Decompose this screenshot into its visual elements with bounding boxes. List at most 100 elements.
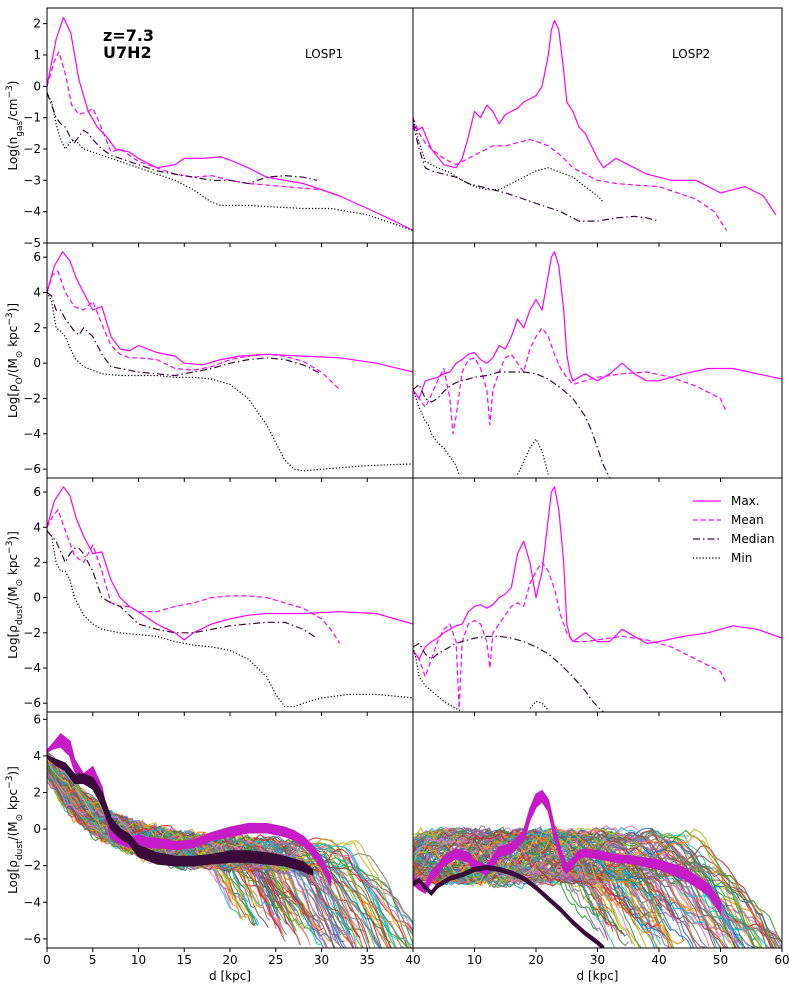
tick-label: 0 [33, 822, 41, 836]
tick-label: 4 [33, 285, 41, 299]
max-series [413, 486, 782, 660]
min-series [47, 530, 413, 708]
min-series [47, 92, 413, 232]
losp2-label: LOSP2 [672, 47, 710, 61]
max-series [47, 16, 413, 232]
panel-p1-series [47, 16, 413, 232]
min-series [413, 117, 605, 203]
tick-label: 6 [33, 485, 41, 499]
max-series [413, 19, 777, 216]
min-series [413, 389, 460, 475]
ensemble-line [413, 827, 599, 904]
y-axis-label: Log[ρdust/(M⊙ kpc−3)] [5, 531, 25, 659]
tick-label: 40 [405, 953, 420, 967]
median-series [47, 530, 318, 639]
tick-label: 20 [222, 953, 237, 967]
redshift-annotation: z=7.3 [103, 26, 154, 45]
y-axis-label: Log(ngas/cm−3) [5, 81, 25, 171]
tick-label: 2 [33, 555, 41, 569]
legend: Max. Mean Median Min [693, 494, 775, 565]
panel-frame [46, 7, 414, 244]
median-series [413, 635, 604, 712]
tick-label: 60 [774, 953, 789, 967]
run-annotation: U7H2 [103, 43, 152, 62]
median-series [413, 371, 611, 478]
panel-p8-series [413, 789, 722, 948]
tick-label: 50 [713, 953, 728, 967]
ensemble-line [413, 830, 707, 948]
tick-label: 25 [268, 953, 283, 967]
y-axis-label: Log[ρO/(M⊙ kpc−3)] [5, 303, 25, 418]
mean-series [413, 327, 728, 435]
mean-series [413, 561, 728, 710]
text-layer: z=7.3 U7H2 LOSP1 LOSP2 −5 −4 −3 −2 −1 0 1 2 Log(… [5, 17, 789, 983]
tick-label: 30 [590, 953, 605, 967]
tick-label: −6 [23, 932, 41, 946]
tick-label: 0 [33, 356, 41, 370]
tick-label: 2 [33, 17, 41, 31]
tick-label: −2 [23, 142, 41, 156]
tick-label: 40 [651, 953, 666, 967]
mean-series [47, 51, 340, 197]
ensemble-line [413, 833, 627, 901]
median-series [47, 92, 318, 185]
tick-label: 2 [33, 785, 41, 799]
ensemble-line [413, 830, 726, 948]
x-axis-label: d [kpc] [577, 969, 619, 983]
tick-label: 5 [89, 953, 97, 967]
tick-label: 10 [467, 953, 482, 967]
tick-label: 4 [33, 520, 41, 534]
max-series [47, 251, 413, 373]
panel-p2-series [413, 19, 777, 231]
mean-band-series [47, 732, 332, 887]
panel-frame [46, 477, 414, 713]
main-plot-layer [47, 16, 782, 948]
tick-label: −6 [23, 462, 41, 476]
panel-frame [412, 477, 783, 713]
median-band-series [413, 864, 605, 948]
tick-label: −4 [23, 895, 41, 909]
panel-frame [412, 7, 783, 244]
tick-label: −6 [23, 696, 41, 710]
tick-label: 2 [33, 321, 41, 335]
mean-series [47, 509, 341, 644]
tick-label: 0 [33, 79, 41, 93]
x-axis-label: d [kpc] [209, 969, 251, 983]
frames-layer [43, 7, 783, 952]
tick-label: −4 [23, 661, 41, 675]
ensemble-line [47, 769, 359, 948]
tick-label: 0 [33, 591, 41, 605]
ensemble-line [413, 831, 746, 948]
median-series [413, 123, 660, 222]
legend-label: Median [731, 532, 775, 546]
max-series [47, 486, 413, 641]
tick-label: 0 [43, 953, 51, 967]
tick-label: 15 [177, 953, 192, 967]
min-series [516, 438, 549, 475]
median-band-series [47, 755, 314, 876]
tick-label: −2 [23, 859, 41, 873]
tick-label: 35 [360, 953, 375, 967]
panel-p4-series [413, 251, 782, 478]
tick-label: 1 [33, 48, 41, 62]
legend-label: Min [731, 551, 752, 565]
max-series [413, 251, 782, 400]
tick-label: −2 [23, 391, 41, 405]
panel-p3-series [47, 251, 413, 472]
tick-label: 6 [33, 712, 41, 726]
tick-label: −2 [23, 626, 41, 640]
tick-label: −3 [23, 173, 41, 187]
mean-series [413, 117, 728, 231]
legend-label: Mean [731, 513, 764, 527]
tick-label: 6 [33, 250, 41, 264]
median-series [47, 292, 322, 377]
panel-p6-series [413, 486, 782, 712]
tick-label: −4 [23, 427, 41, 441]
ensemble-line [413, 826, 612, 897]
tick-label: 4 [33, 749, 41, 763]
ensemble-line [413, 826, 599, 932]
tick-label: 20 [528, 953, 543, 967]
ensemble-line [413, 830, 636, 947]
legend-label: Max. [731, 494, 760, 508]
